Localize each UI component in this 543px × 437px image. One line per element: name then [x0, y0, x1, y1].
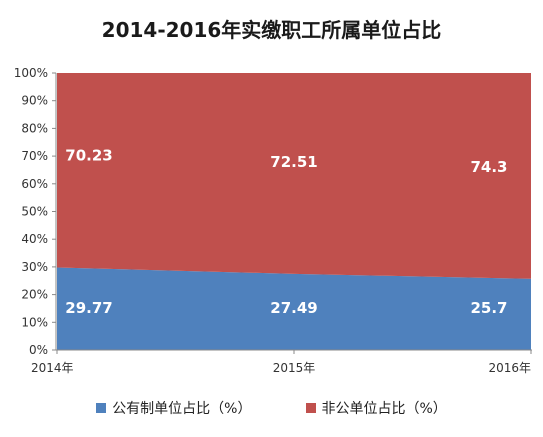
data-label: 74.3: [470, 158, 507, 176]
y-tick-label: 30%: [21, 260, 48, 274]
chart-legend: 公有制单位占比（%） 非公单位占比（%）: [0, 398, 543, 418]
series-area-0: [57, 267, 531, 350]
y-tick-label: 20%: [21, 288, 48, 302]
x-tick-label: 2014年: [31, 361, 74, 375]
y-tick-label: 10%: [21, 315, 48, 329]
data-label: 25.7: [470, 299, 507, 317]
legend-swatch-public: [96, 403, 107, 413]
data-label: 27.49: [270, 299, 317, 317]
legend-label-nonpublic: 非公单位占比（%）: [321, 401, 447, 417]
legend-swatch-nonpublic: [305, 403, 316, 413]
legend-item-nonpublic: 非公单位占比（%）: [305, 398, 447, 418]
y-tick-label: 0%: [29, 343, 48, 357]
y-tick-label: 100%: [14, 66, 48, 80]
y-tick-label: 40%: [21, 232, 48, 246]
legend-label-public: 公有制单位占比（%）: [112, 401, 252, 417]
x-tick-label: 2015年: [273, 361, 316, 375]
legend-item-public: 公有制单位占比（%）: [96, 398, 252, 418]
data-label: 72.51: [270, 153, 317, 171]
y-tick-label: 80%: [21, 121, 48, 135]
x-tick-label: 2016年: [488, 361, 531, 375]
y-tick-label: 60%: [21, 177, 48, 191]
series-area-1: [57, 73, 531, 279]
data-label: 70.23: [65, 147, 112, 165]
y-tick-label: 50%: [21, 205, 48, 219]
y-tick-label: 90%: [21, 94, 48, 108]
data-label: 29.77: [65, 299, 112, 317]
chart-title: 2014-2016年实缴职工所属单位占比: [101, 18, 442, 42]
y-tick-label: 70%: [21, 149, 48, 163]
